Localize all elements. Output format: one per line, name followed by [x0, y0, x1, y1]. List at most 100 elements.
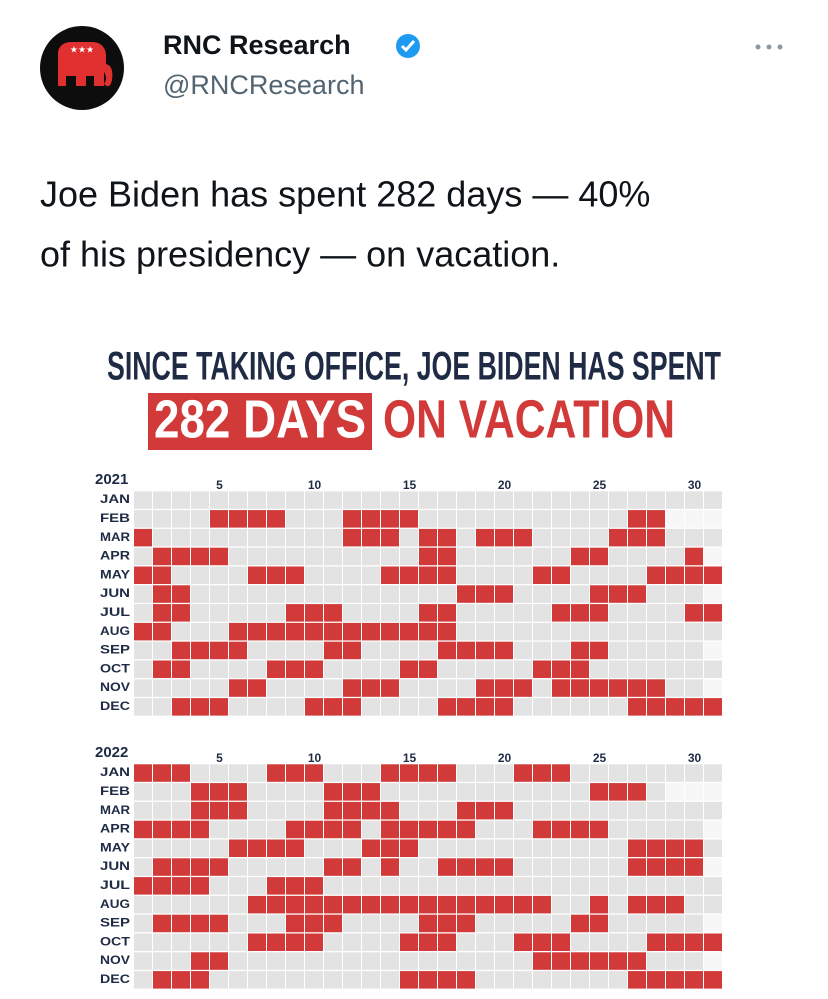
- day-cell: [628, 933, 646, 951]
- day-cell: [248, 764, 266, 782]
- day-cell: [381, 783, 399, 801]
- day-cell: [457, 566, 475, 584]
- vacation-day: [305, 698, 323, 716]
- day-cell: [305, 952, 323, 970]
- day-cell: [267, 698, 285, 716]
- day-cell: [343, 585, 361, 603]
- day-cell: [305, 783, 323, 801]
- vacation-day: [552, 952, 570, 970]
- day-cell: [685, 801, 703, 820]
- vacation-day: [324, 698, 342, 716]
- day-cell: [685, 585, 703, 603]
- handle[interactable]: @RNCResearch: [163, 70, 364, 100]
- vacation-day: [134, 877, 152, 895]
- vacation-day: [590, 820, 608, 839]
- vacation-day: [343, 820, 361, 839]
- vacation-day: [438, 641, 456, 660]
- day-cell: [248, 877, 266, 895]
- day-cell: [514, 622, 532, 641]
- day-cell: [476, 491, 494, 509]
- day-cell: [476, 547, 494, 566]
- day-cell: [286, 858, 304, 876]
- day-cell: [210, 491, 228, 509]
- vacation-day: [172, 971, 190, 989]
- day-cell: [666, 547, 684, 566]
- vacation-day: [533, 895, 551, 914]
- day-cell: [134, 971, 152, 989]
- vacation-day: [419, 604, 437, 622]
- vacation-day: [286, 933, 304, 951]
- day-cell: [134, 839, 152, 857]
- day-cell: [704, 491, 722, 509]
- vacation-day: [248, 679, 266, 697]
- day-cell: [685, 820, 703, 839]
- tweet-text: of his presidency — on vacation.: [40, 234, 560, 275]
- vacation-day: [229, 839, 247, 857]
- display-name[interactable]: RNC Research: [163, 30, 351, 60]
- day-cell: [172, 491, 190, 509]
- vacation-day: [552, 933, 570, 951]
- headline-end: ON VACATION: [383, 389, 675, 449]
- vacation-day: [400, 622, 418, 641]
- vacation-day: [628, 528, 646, 547]
- day-cell: [191, 491, 209, 509]
- vacation-day: [533, 820, 551, 839]
- day-cell: [476, 604, 494, 622]
- day-cell: [381, 547, 399, 566]
- day-cell: [704, 952, 722, 970]
- day-cell: [400, 914, 418, 933]
- day-cell: [666, 679, 684, 697]
- vacation-day: [229, 641, 247, 660]
- day-cell: [343, 660, 361, 678]
- day-cell: [571, 783, 589, 801]
- day-cell: [628, 547, 646, 566]
- day-cell: [172, 839, 190, 857]
- day-cell: [153, 679, 171, 697]
- day-cell: [704, 528, 722, 547]
- vacation-day: [210, 698, 228, 716]
- vacation-day: [324, 801, 342, 820]
- day-cell: [419, 877, 437, 895]
- day-cell: [153, 698, 171, 716]
- day-cell: [438, 679, 456, 697]
- day-cell: [704, 764, 722, 782]
- day-cell: [495, 510, 513, 528]
- day-cell: [229, 914, 247, 933]
- day-cell: [153, 783, 171, 801]
- day-cell: [343, 547, 361, 566]
- day-cell: [628, 622, 646, 641]
- avatar[interactable]: ★★★: [40, 26, 124, 110]
- day-cell: [457, 660, 475, 678]
- vacation-day: [172, 585, 190, 603]
- vacation-day: [362, 839, 380, 857]
- day-cell: [457, 764, 475, 782]
- day-cell: [704, 895, 722, 914]
- vacation-day: [324, 783, 342, 801]
- day-cell: [172, 510, 190, 528]
- day-cell: [704, 877, 722, 895]
- day-cell: [552, 641, 570, 660]
- day-cell: [666, 952, 684, 970]
- vacation-day: [590, 952, 608, 970]
- day-cell: [514, 914, 532, 933]
- vacation-day: [590, 641, 608, 660]
- day-cell: [419, 801, 437, 820]
- day-cell: [533, 783, 551, 801]
- more-button[interactable]: [755, 44, 783, 50]
- vacation-day: [343, 801, 361, 820]
- day-cell: [153, 895, 171, 914]
- day-cell: [210, 528, 228, 547]
- day-cell: [457, 877, 475, 895]
- day-cell: [457, 622, 475, 641]
- vacation-day: [305, 660, 323, 678]
- day-cell: [305, 528, 323, 547]
- day-cell: [381, 933, 399, 951]
- day-cell: [609, 641, 627, 660]
- day-cell: [305, 679, 323, 697]
- day-cell: [533, 604, 551, 622]
- day-cell: [305, 971, 323, 989]
- day-cell: [571, 622, 589, 641]
- day-cell: [248, 660, 266, 678]
- day-cell: [609, 914, 627, 933]
- vacation-day: [153, 820, 171, 839]
